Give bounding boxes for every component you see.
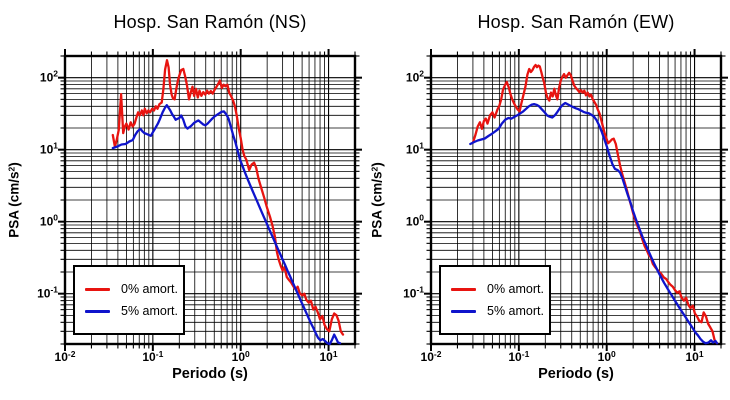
legend-row-5pct: 5% amort. xyxy=(451,304,549,318)
legend-label-5pct: 5% amort. xyxy=(121,304,178,318)
legend-line-0pct xyxy=(85,287,110,291)
tick-exponent: 1 xyxy=(419,140,424,151)
y-tick-label: 10-1 xyxy=(403,284,424,301)
curve-ns-0pct xyxy=(111,59,345,336)
legend-line-5pct xyxy=(85,309,110,313)
x-axis-label-ew: Periodo (s) xyxy=(538,366,614,382)
ylabel-superscript: 2 xyxy=(369,166,380,172)
x-tick-label: 100 xyxy=(597,348,616,364)
plot-title-ns: Hosp. San Ramón (NS) xyxy=(113,12,307,32)
tick-exponent: -1 xyxy=(521,348,530,359)
plot-frame xyxy=(429,54,723,346)
legend-ns: 0% amort. 5% amort. xyxy=(73,265,185,335)
legend-label-5pct: 5% amort. xyxy=(487,304,544,318)
y-tick-label: 102 xyxy=(405,68,424,85)
y-tick-label: 102 xyxy=(39,68,58,85)
tick-exponent: -1 xyxy=(50,284,58,295)
legend-line-5pct xyxy=(451,309,476,313)
tick-exponent: 0 xyxy=(611,348,616,359)
tick-exponent: -2 xyxy=(433,348,442,359)
y-tick-label: 101 xyxy=(39,140,58,157)
y-tick-label: 10-1 xyxy=(37,284,58,301)
x-tick-label: 10-1 xyxy=(142,348,164,364)
plot-frame xyxy=(63,54,357,346)
legend-label-0pct: 0% amort. xyxy=(121,282,178,296)
x-axis-label-ns: Periodo (s) xyxy=(172,366,248,382)
tick-exponent: 0 xyxy=(245,348,250,359)
y-tick-label: 101 xyxy=(405,140,424,157)
tick-exponent: -2 xyxy=(67,348,76,359)
curve-ew-5pct xyxy=(469,101,719,345)
x-tick-label: 10-2 xyxy=(54,348,76,364)
legend-label-0pct: 0% amort. xyxy=(487,282,544,296)
legend-row-0pct: 0% amort. xyxy=(451,282,549,296)
x-tick-label: 10-1 xyxy=(508,348,530,364)
tick-exponent: 2 xyxy=(419,68,424,79)
tick-exponent: -1 xyxy=(416,284,424,295)
x-tick-label: 100 xyxy=(231,348,250,364)
tick-exponent: 1 xyxy=(53,140,58,151)
curve-ns-5pct xyxy=(111,104,342,346)
legend-row-5pct: 5% amort. xyxy=(85,304,183,318)
legend-row-0pct: 0% amort. xyxy=(85,282,183,296)
tick-exponent: 1 xyxy=(698,348,704,359)
y-tick-label: 100 xyxy=(39,212,58,229)
legend-ew: 0% amort. 5% amort. xyxy=(439,265,551,335)
tick-exponent: 0 xyxy=(53,212,58,223)
x-tick-label: 101 xyxy=(685,348,704,364)
tick-exponent: 2 xyxy=(53,68,58,79)
tick-exponent: 1 xyxy=(332,348,338,359)
ylabel-superscript: 2 xyxy=(6,166,17,172)
legend-line-0pct xyxy=(451,287,476,291)
tick-exponent: -1 xyxy=(155,348,164,359)
x-tick-label: 10-2 xyxy=(420,348,442,364)
y-tick-label: 100 xyxy=(405,212,424,229)
x-tick-label: 101 xyxy=(319,348,338,364)
tick-exponent: 0 xyxy=(419,212,424,223)
curve-ew-0pct xyxy=(471,63,719,345)
plot-title-ew: Hosp. San Ramón (EW) xyxy=(477,12,675,32)
